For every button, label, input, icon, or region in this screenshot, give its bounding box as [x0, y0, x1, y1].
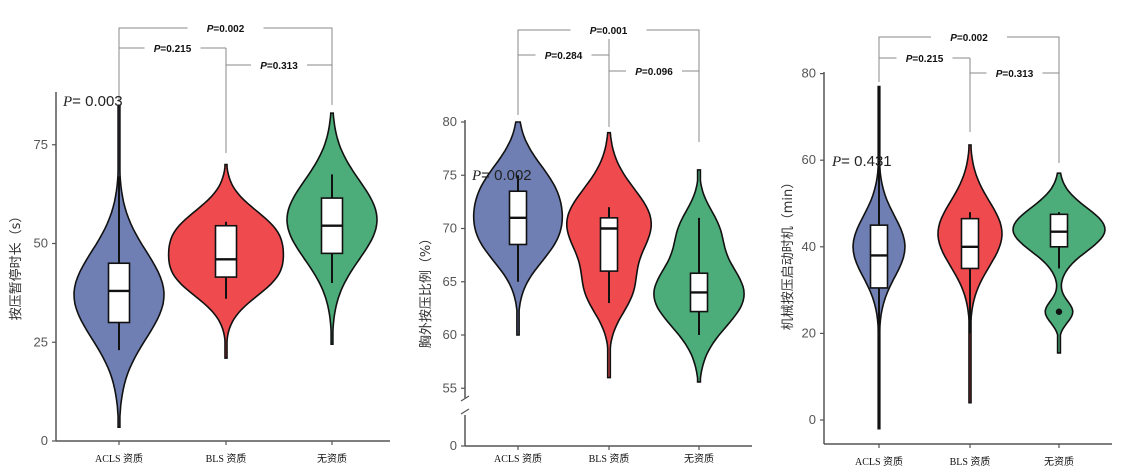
comparison-p-value: P=0.002 [207, 24, 245, 35]
y-tick-label: 65 [443, 274, 457, 289]
p-value: =0.001 [596, 26, 627, 37]
y-tick-label: 55 [443, 380, 457, 395]
comparison-p-value: P=0.284 [545, 51, 583, 62]
comparison-p-value: P=0.002 [950, 33, 988, 44]
y-tick-label: 60 [443, 327, 457, 342]
y-tick-label: 0 [41, 433, 48, 448]
x-tick-label: BLS 资质 [206, 453, 247, 465]
p-symbol: P [906, 54, 913, 65]
violin-group-1 [852, 85, 906, 430]
overall-p-value: P= 0.003 [62, 93, 123, 110]
x-tick-label: BLS 资质 [950, 456, 991, 468]
y-tick-label: 40 [802, 239, 816, 254]
y-tick-label: 25 [34, 334, 48, 349]
comparison-bracket [878, 36, 931, 82]
p-value: =0.284 [551, 51, 582, 62]
p-value: =0.215 [160, 44, 191, 55]
overall-p-value: P= 0.002 [471, 167, 532, 184]
p-symbol: P [590, 26, 597, 37]
y-tick-label: 75 [34, 137, 48, 152]
y-tick-label: 50 [34, 236, 48, 251]
x-tick-label: ACLS 资质 [494, 453, 542, 465]
x-tick-label: ACLS 资质 [855, 456, 903, 468]
comparison-p-value: P=0.215 [906, 54, 944, 65]
comparison-p-value: P=0.001 [590, 26, 628, 37]
p-value: = 0.431 [841, 153, 891, 170]
comparison-p-value: P=0.313 [996, 69, 1034, 80]
comparison-bracket [646, 29, 700, 142]
y-axis-label: 胸外按压比例（%） [419, 232, 434, 348]
comparison-bracket [591, 39, 610, 56]
x-tick-label: 无资质 [317, 453, 347, 465]
comparison-bracket [263, 27, 333, 105]
axis-break-mark [460, 408, 470, 415]
y-tick-label: 60 [802, 152, 816, 167]
box-iqr [214, 224, 238, 278]
p-symbol: P [635, 67, 642, 78]
overall-p-value: P= 0.431 [831, 153, 892, 170]
p-symbol: P [996, 69, 1003, 80]
x-tick-label: BLS 资质 [589, 453, 630, 465]
comparison-p-value: P=0.215 [154, 44, 192, 55]
violin-group-3 [286, 112, 378, 345]
p-value: = 0.003 [72, 93, 122, 110]
p-symbol: P [62, 94, 72, 110]
violin-group-2 [937, 144, 1003, 404]
p-symbol: P [260, 61, 267, 72]
box-iqr [599, 217, 619, 272]
comparison-p-value: P=0.313 [260, 61, 298, 72]
y-tick-label: 80 [443, 114, 457, 129]
comparison-bracket [118, 27, 188, 102]
x-tick-label: ACLS 资质 [95, 453, 143, 465]
y-tick-label: 20 [802, 325, 816, 340]
y-tick-label: 70 [443, 221, 457, 236]
comparison-p-value: P=0.096 [635, 67, 673, 78]
violin-group-2 [566, 131, 652, 379]
p-symbol: P [545, 51, 552, 62]
y-axis-label: 机械按压启动时机（min） [781, 176, 796, 331]
y-tick-label: 75 [443, 167, 457, 182]
x-tick-label: 无资质 [684, 453, 714, 465]
p-symbol: P [831, 154, 841, 170]
outlier-point [1055, 308, 1063, 315]
box-iqr [107, 262, 131, 324]
comparison-bracket [1007, 36, 1060, 163]
violin-group-1 [472, 121, 564, 336]
y-axis-label: 按压暂停时长（s） [8, 210, 24, 321]
p-value: =0.002 [957, 33, 988, 44]
box-iqr [960, 217, 980, 270]
y-tick-label: 80 [802, 66, 816, 81]
p-value: = 0.002 [481, 167, 531, 184]
p-value: =0.002 [213, 24, 244, 35]
y-tick-label: 0 [809, 412, 816, 427]
p-symbol: P [207, 24, 214, 35]
violin-group-2 [167, 163, 285, 359]
axis-break-mark [460, 395, 470, 402]
p-value: =0.313 [267, 61, 298, 72]
violin-group-3 [1012, 172, 1106, 354]
p-value: =0.313 [1002, 69, 1033, 80]
p-symbol: P [950, 33, 957, 44]
p-value: =0.215 [912, 54, 943, 65]
y-tick-label: 0 [450, 438, 457, 453]
x-tick-label: 无资质 [1044, 456, 1074, 468]
comparison-bracket [517, 29, 571, 115]
p-value: =0.096 [642, 67, 673, 78]
p-symbol: P [154, 44, 161, 55]
violin-group-3 [653, 169, 745, 383]
violin-group-1 [73, 104, 165, 428]
p-symbol: P [471, 168, 481, 184]
